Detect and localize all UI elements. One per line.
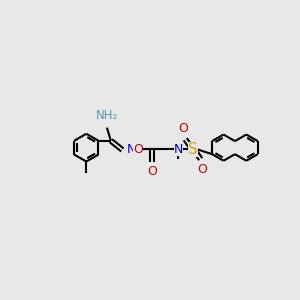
Text: O: O [133,143,143,156]
Text: N: N [173,143,183,156]
Text: O: O [197,163,207,176]
Text: O: O [179,122,189,135]
Text: S: S [188,142,198,157]
Text: N: N [126,143,136,156]
Text: O: O [147,165,157,178]
Text: NH₂: NH₂ [96,109,118,122]
